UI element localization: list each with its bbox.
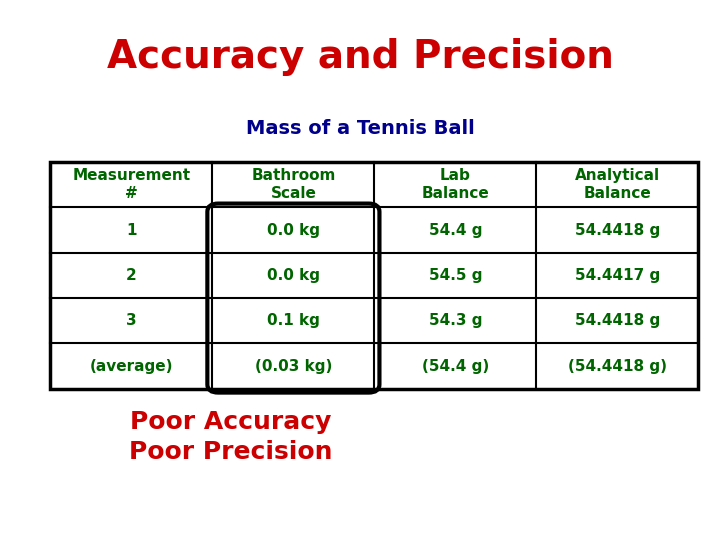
Text: Poor Accuracy
Poor Precision: Poor Accuracy Poor Precision (129, 410, 332, 464)
Text: 54.4 g: 54.4 g (428, 222, 482, 238)
Text: 54.5 g: 54.5 g (428, 268, 482, 283)
Text: 54.4418 g: 54.4418 g (575, 222, 660, 238)
Text: (54.4 g): (54.4 g) (422, 359, 489, 374)
Text: (average): (average) (90, 359, 173, 374)
Text: 0.0 kg: 0.0 kg (267, 268, 320, 283)
Text: Measurement
#: Measurement # (72, 168, 191, 201)
Text: 0.0 kg: 0.0 kg (267, 222, 320, 238)
Text: Lab
Balance: Lab Balance (421, 168, 490, 201)
Text: (54.4418 g): (54.4418 g) (568, 359, 667, 374)
Text: Mass of a Tennis Ball: Mass of a Tennis Ball (246, 119, 474, 138)
Text: 2: 2 (126, 268, 137, 283)
Text: 1: 1 (126, 222, 137, 238)
Text: 3: 3 (126, 313, 137, 328)
Text: 54.3 g: 54.3 g (428, 313, 482, 328)
Bar (50, 162, 698, 389)
Text: 0.1 kg: 0.1 kg (267, 313, 320, 328)
Text: (0.03 kg): (0.03 kg) (255, 359, 332, 374)
Text: Analytical
Balance: Analytical Balance (575, 168, 660, 201)
Text: 54.4417 g: 54.4417 g (575, 268, 660, 283)
Text: Bathroom
Scale: Bathroom Scale (251, 168, 336, 201)
Text: Accuracy and Precision: Accuracy and Precision (107, 38, 613, 76)
Text: 54.4418 g: 54.4418 g (575, 313, 660, 328)
